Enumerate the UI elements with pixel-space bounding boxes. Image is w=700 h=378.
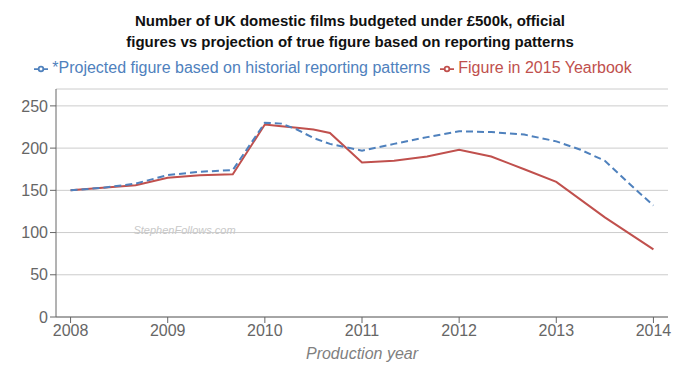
html-text:*Projected figure based on his: *Projected figure based on historial rep… — [52, 59, 431, 76]
svg-text:2009: 2009 — [150, 322, 186, 339]
svg-text:0: 0 — [39, 309, 48, 326]
svg-text:Production year: Production year — [306, 345, 419, 362]
html-text:Figure in 2015 Yearbook: Figure in 2015 Yearbook — [458, 59, 632, 76]
svg-text:2011: 2011 — [345, 322, 380, 339]
svg-text:250: 250 — [21, 98, 48, 115]
svg-text:2008: 2008 — [53, 322, 89, 339]
html-text:StephenFollows.com: StephenFollows.com — [133, 224, 236, 237]
svg-text:2010: 2010 — [247, 322, 283, 339]
svg-text:100: 100 — [21, 224, 48, 241]
svg-text:150: 150 — [21, 182, 48, 199]
svg-text:200: 200 — [21, 140, 48, 157]
html-text:Number of UK domestic films bu: Number of UK domestic films budgeted und… — [135, 12, 565, 29]
html-text:figures vs projection of true: figures vs projection of true figure bas… — [126, 33, 574, 50]
svg-text:50: 50 — [30, 266, 48, 283]
svg-text:2012: 2012 — [441, 322, 477, 339]
svg-text:2014: 2014 — [636, 322, 672, 339]
svg-text:2013: 2013 — [538, 322, 574, 339]
